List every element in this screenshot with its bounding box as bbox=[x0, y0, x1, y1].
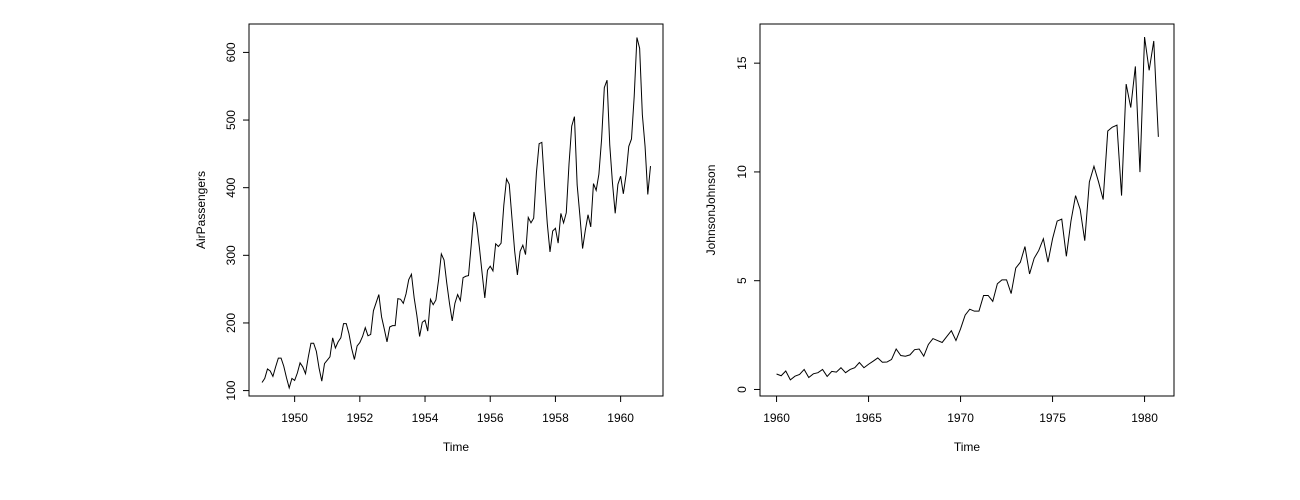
y-tick-label: 10 bbox=[735, 165, 749, 179]
x-tick-label: 1950 bbox=[281, 411, 308, 425]
x-axis: 1960 1965 1970 1975 1980 bbox=[763, 395, 1158, 425]
x-tick-label: 1960 bbox=[607, 411, 634, 425]
y-tick-label: 100 bbox=[224, 380, 238, 400]
x-axis-label: Time bbox=[443, 440, 470, 454]
y-tick-label: 500 bbox=[224, 110, 238, 130]
airpassengers-panel: 1950 1952 1954 1956 1958 1960 100 200 300 400 500… bbox=[194, 23, 664, 454]
y-tick-label: 400 bbox=[224, 177, 238, 197]
x-tick-label: 1975 bbox=[1039, 411, 1066, 425]
y-tick-label: 300 bbox=[224, 245, 238, 265]
y-axis-label: JohnsonJohnson bbox=[704, 165, 718, 256]
plot-frame bbox=[759, 23, 1175, 397]
y-tick-label: 5 bbox=[735, 277, 749, 284]
x-tick-label: 1980 bbox=[1131, 411, 1158, 425]
x-tick-label: 1952 bbox=[346, 411, 373, 425]
y-axis: 0 5 10 15 bbox=[735, 56, 761, 393]
johnsonjohnson-series-line bbox=[776, 36, 1159, 381]
y-tick-label: 15 bbox=[735, 56, 749, 70]
y-axis-label: AirPassengers bbox=[194, 171, 208, 249]
x-axis: 1950 1952 1954 1956 1958 1960 bbox=[281, 395, 634, 425]
x-tick-label: 1956 bbox=[477, 411, 504, 425]
x-tick-label: 1954 bbox=[412, 411, 439, 425]
airpassengers-series-line bbox=[261, 37, 651, 390]
y-axis: 100 200 300 400 500 600 bbox=[224, 42, 250, 401]
y-tick-label: 600 bbox=[224, 42, 238, 62]
y-tick-label: 0 bbox=[735, 386, 749, 393]
plot-frame bbox=[248, 23, 664, 397]
x-axis-label: Time bbox=[954, 440, 981, 454]
x-tick-label: 1965 bbox=[855, 411, 882, 425]
y-tick-label: 200 bbox=[224, 313, 238, 333]
x-tick-label: 1970 bbox=[947, 411, 974, 425]
johnsonjohnson-panel: 1960 1965 1970 1975 1980 0 5 10 15 Time Johnson… bbox=[704, 23, 1175, 454]
x-tick-label: 1958 bbox=[542, 411, 569, 425]
x-tick-label: 1960 bbox=[763, 411, 790, 425]
